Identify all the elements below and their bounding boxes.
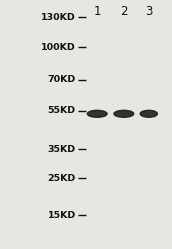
Text: 1: 1 bbox=[93, 5, 101, 18]
Text: 130KD: 130KD bbox=[41, 13, 76, 22]
Text: 2: 2 bbox=[120, 5, 128, 18]
Text: 55KD: 55KD bbox=[47, 106, 76, 115]
Text: 70KD: 70KD bbox=[47, 75, 76, 84]
Text: 15KD: 15KD bbox=[47, 211, 76, 220]
Text: 3: 3 bbox=[145, 5, 152, 18]
Text: 25KD: 25KD bbox=[47, 174, 76, 183]
Text: 35KD: 35KD bbox=[47, 145, 76, 154]
Ellipse shape bbox=[140, 110, 157, 117]
Text: 100KD: 100KD bbox=[41, 43, 76, 52]
Ellipse shape bbox=[87, 110, 107, 117]
Ellipse shape bbox=[114, 110, 134, 117]
